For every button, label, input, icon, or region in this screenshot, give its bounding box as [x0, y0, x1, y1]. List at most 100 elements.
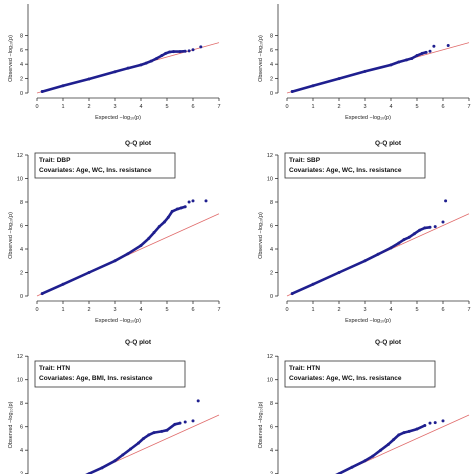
x-tick-label: 3 — [363, 104, 366, 110]
plot-area — [36, 199, 220, 297]
data-point — [175, 207, 179, 211]
plot-area — [85, 399, 220, 474]
y-tick-label: 8 — [20, 33, 23, 39]
y-tick-label: 4 — [270, 247, 273, 253]
data-point — [160, 54, 164, 58]
y-tick-label: 4 — [20, 62, 23, 68]
data-point — [412, 232, 416, 236]
x-axis-label: Expected −log₁₀(p) — [345, 115, 391, 121]
plot-area — [286, 199, 470, 297]
y-tick-label: 0 — [270, 294, 273, 300]
data-point — [61, 282, 65, 286]
x-tick-label: 5 — [165, 307, 168, 313]
data-point — [290, 292, 294, 296]
legend-entry: Trait: HTN — [39, 365, 70, 372]
data-point — [113, 259, 117, 263]
y-tick-label: 8 — [20, 200, 23, 206]
data-point — [173, 422, 177, 426]
y-tick-label: 8 — [270, 200, 273, 206]
legend-box — [34, 360, 186, 388]
y-tick-label: 10 — [267, 378, 273, 384]
data-point — [87, 77, 91, 81]
data-point — [363, 69, 367, 73]
data-point — [87, 271, 91, 274]
x-tick-label: 6 — [191, 307, 194, 313]
x-tick-label: 6 — [441, 307, 444, 313]
data-point — [152, 231, 156, 235]
data-point — [392, 438, 396, 442]
x-tick-label: 6 — [191, 104, 194, 110]
qq-panel-5: Q-Q plot 2 4 6 8 10 12 Observed −log₁₀(p) Trait:… — [8, 339, 220, 474]
data-point — [397, 433, 401, 437]
x-tick-label: 5 — [415, 307, 418, 313]
data-point — [147, 433, 151, 437]
data-point — [178, 421, 182, 425]
y-tick-label: 6 — [20, 224, 23, 230]
y-axis-label: Observed −log₁₀(p) — [258, 212, 264, 259]
data-point — [424, 50, 428, 54]
x-tick-label: 3 — [113, 307, 116, 313]
y-tick-label: 8 — [270, 401, 273, 407]
data-point — [405, 58, 409, 62]
data-point — [428, 421, 432, 425]
data-point — [407, 429, 411, 433]
data-point — [397, 241, 401, 245]
x-tick-label: 1 — [311, 307, 314, 313]
data-point — [191, 419, 195, 423]
y-tick-label: 10 — [267, 177, 273, 183]
legend-entry: Covariates: Age, WC, Ins. resistance — [289, 375, 402, 382]
data-point — [126, 252, 130, 256]
y-axis-label: Observed −log₁₀(p) — [8, 212, 14, 259]
y-tick-label: 12 — [17, 354, 23, 360]
data-point — [166, 215, 170, 219]
data-point — [100, 466, 104, 470]
legend-entry: Trait: SBP — [289, 157, 321, 164]
data-point — [160, 429, 164, 433]
legend-entry: Covariates: Age, WC, Ins. resistance — [39, 167, 152, 174]
y-tick-label: 4 — [270, 448, 273, 454]
x-tick-label: 4 — [139, 104, 142, 110]
data-point — [187, 49, 191, 53]
qq-panel-6: Q-Q plot 2 4 6 8 10 12 Observed −log₁₀(p) Trait:… — [258, 339, 470, 474]
data-point — [379, 448, 383, 452]
data-point — [191, 199, 195, 203]
data-point — [311, 84, 315, 88]
data-point — [147, 236, 151, 240]
x-tick-label: 0 — [285, 104, 288, 110]
x-tick-label: 7 — [467, 104, 470, 110]
y-axis-label: Observed −log₁₀(p) — [8, 35, 14, 82]
data-point — [126, 66, 130, 70]
y-tick-label: 6 — [270, 425, 273, 431]
data-point — [204, 199, 208, 203]
x-tick-label: 5 — [415, 104, 418, 110]
x-tick-label: 0 — [285, 307, 288, 313]
data-point — [168, 50, 172, 54]
data-point — [397, 60, 401, 64]
legend: Trait: HTN Covariates: Age, WC, Ins. resi… — [284, 360, 436, 388]
data-point — [350, 465, 354, 469]
data-point — [113, 70, 117, 74]
x-tick-label: 0 — [35, 104, 38, 110]
y-tick-label: 8 — [270, 33, 273, 39]
panel-title: Q-Q plot — [375, 140, 402, 147]
y-tick-label: 0 — [270, 91, 273, 97]
x-axis-label: Expected −log₁₀(p) — [95, 318, 141, 324]
data-point — [376, 252, 380, 256]
y-tick-label: 12 — [267, 354, 273, 360]
data-point — [415, 427, 419, 431]
y-tick-label: 8 — [20, 401, 23, 407]
y-axis-label: Observed −log₁₀(p) — [258, 35, 264, 82]
legend-box — [284, 152, 426, 179]
data-point — [415, 54, 419, 58]
legend-box — [284, 360, 436, 388]
x-tick-label: 2 — [337, 307, 340, 313]
y-tick-label: 12 — [267, 153, 273, 159]
data-point — [129, 447, 133, 451]
legend: Trait: HTN Covariates: Age, BMI, Ins. res… — [34, 360, 186, 388]
data-point — [389, 63, 393, 67]
data-point — [441, 220, 445, 224]
y-tick-label: 2 — [20, 472, 23, 474]
data-point — [164, 51, 168, 55]
